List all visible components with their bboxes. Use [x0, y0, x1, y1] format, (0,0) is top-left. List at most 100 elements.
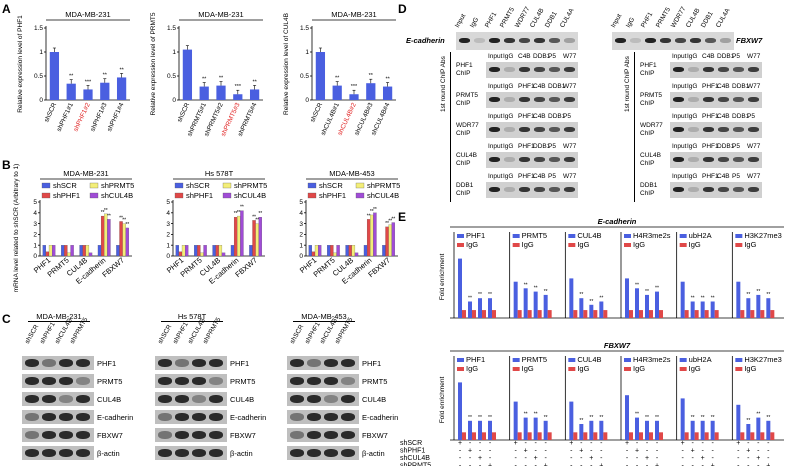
condition-mark: + — [766, 463, 770, 466]
round-lane-label: P5 — [747, 113, 755, 120]
round-lane-label: PHF1 — [518, 143, 535, 150]
antibody-bar — [746, 298, 751, 318]
bar — [348, 245, 352, 257]
legend-swatch — [41, 182, 51, 189]
round-lane-label: DDB1 — [717, 53, 735, 60]
igg-bar — [659, 310, 663, 318]
y-tick-label: 1 — [305, 49, 309, 56]
antibody-bar — [569, 401, 574, 440]
condition-mark: - — [524, 463, 527, 466]
bar — [197, 245, 201, 257]
antibody-label: H4R3me2s — [633, 355, 671, 364]
gel-band — [688, 187, 699, 192]
bar — [366, 219, 371, 257]
round-lane-label: PHF1 — [518, 113, 535, 120]
bar — [233, 217, 238, 257]
gel-band — [534, 97, 545, 102]
sig-mark: ** — [524, 412, 528, 418]
round-lane-label: Input — [672, 113, 687, 120]
y-tick-label: 4 — [166, 210, 170, 217]
round-lane-label: P5 — [732, 53, 740, 60]
blot-row — [22, 356, 94, 370]
condition-mark: - — [469, 440, 472, 447]
round-gel — [670, 92, 762, 108]
y-tick-label: 0 — [166, 253, 170, 260]
legend-label: shCUL4B — [234, 191, 266, 200]
lane-label: shSCR — [23, 323, 41, 345]
y-tick-label: 1.5 — [167, 25, 176, 32]
blot-band — [42, 395, 56, 403]
igg-bar — [659, 432, 663, 440]
antibody-bar — [543, 420, 548, 440]
sig-mark: ** — [202, 77, 207, 83]
bar — [181, 245, 186, 257]
antibody-bar — [599, 301, 604, 318]
legend-swatch — [624, 234, 631, 238]
sig-mark: ** — [579, 418, 583, 424]
condition-mark: - — [514, 455, 517, 462]
round-lane-label: DDB1 — [717, 143, 735, 150]
igg-bar — [517, 310, 522, 318]
condition-mark: - — [590, 463, 593, 466]
condition-mark: + — [569, 440, 573, 447]
gel-band — [564, 38, 575, 43]
gel-band — [504, 127, 515, 132]
round-lane-label: IgG — [687, 113, 698, 120]
panel-b-chart-title: Hs 578T — [205, 169, 234, 178]
blot-band — [209, 359, 223, 367]
y-tick-label: 0.5 — [167, 73, 176, 80]
gel-band — [733, 157, 744, 162]
blot-row — [155, 392, 227, 406]
antibody-bar — [523, 288, 528, 318]
gel-band — [519, 187, 530, 192]
antibody-bar — [655, 420, 659, 440]
antibody-bar — [645, 294, 649, 318]
igg-bar — [740, 432, 745, 440]
round-lane-label: C4B — [518, 53, 531, 60]
panel-a-chart-title: MDA-MB-231 — [331, 10, 376, 19]
igg-bar — [629, 432, 633, 440]
round-gel — [670, 122, 762, 138]
round-lane-label: C4B — [717, 173, 730, 180]
blot-band — [59, 377, 73, 385]
blot-band — [25, 377, 39, 385]
round-lane-label: W77 — [563, 53, 577, 60]
blot-band — [307, 377, 321, 385]
panel-c-western-blots: MDA-MB-231 shSCR shPHF1 shCUL4B shPRMT5 PHF1 P… — [0, 312, 400, 466]
round-lane-label: IgG — [687, 83, 698, 90]
condition-mark: - — [534, 463, 537, 466]
round-gel — [670, 182, 762, 198]
condition-mark: - — [469, 455, 472, 462]
y-tick-label: 1 — [39, 49, 43, 56]
blot-band — [209, 395, 223, 403]
blot-band — [76, 359, 90, 367]
lane-label: CUL4A — [714, 7, 732, 29]
condition-mark: + — [625, 440, 629, 447]
gel-band — [534, 157, 545, 162]
bar — [382, 86, 393, 100]
condition-mark: + — [534, 455, 538, 462]
round-lane-label: W77 — [563, 173, 577, 180]
round-lane-label: W77 — [747, 53, 761, 60]
blot-protein-label: FBXW7 — [230, 431, 256, 440]
sig-mark: ** — [119, 215, 123, 221]
legend-swatch — [89, 182, 99, 189]
antibody-bar — [756, 294, 761, 318]
gel-band — [688, 157, 699, 162]
blot-band — [158, 395, 172, 403]
bar — [107, 219, 111, 257]
gel-band — [564, 67, 575, 72]
condition-mark: - — [626, 455, 629, 462]
condition-mark: - — [767, 448, 770, 455]
igg-bar — [537, 310, 542, 318]
bar — [185, 245, 189, 257]
sig-mark: ** — [766, 292, 770, 298]
condition-mark: - — [479, 448, 482, 455]
igg-bar — [740, 310, 745, 318]
sig-mark: ** — [756, 412, 760, 418]
antibody-label: H4R3me2s — [633, 231, 671, 240]
condition-mark: - — [747, 455, 750, 462]
blot-protein-label: PHF1 — [230, 359, 250, 368]
bar — [218, 245, 223, 257]
y-tick-label: 1 — [33, 242, 37, 249]
